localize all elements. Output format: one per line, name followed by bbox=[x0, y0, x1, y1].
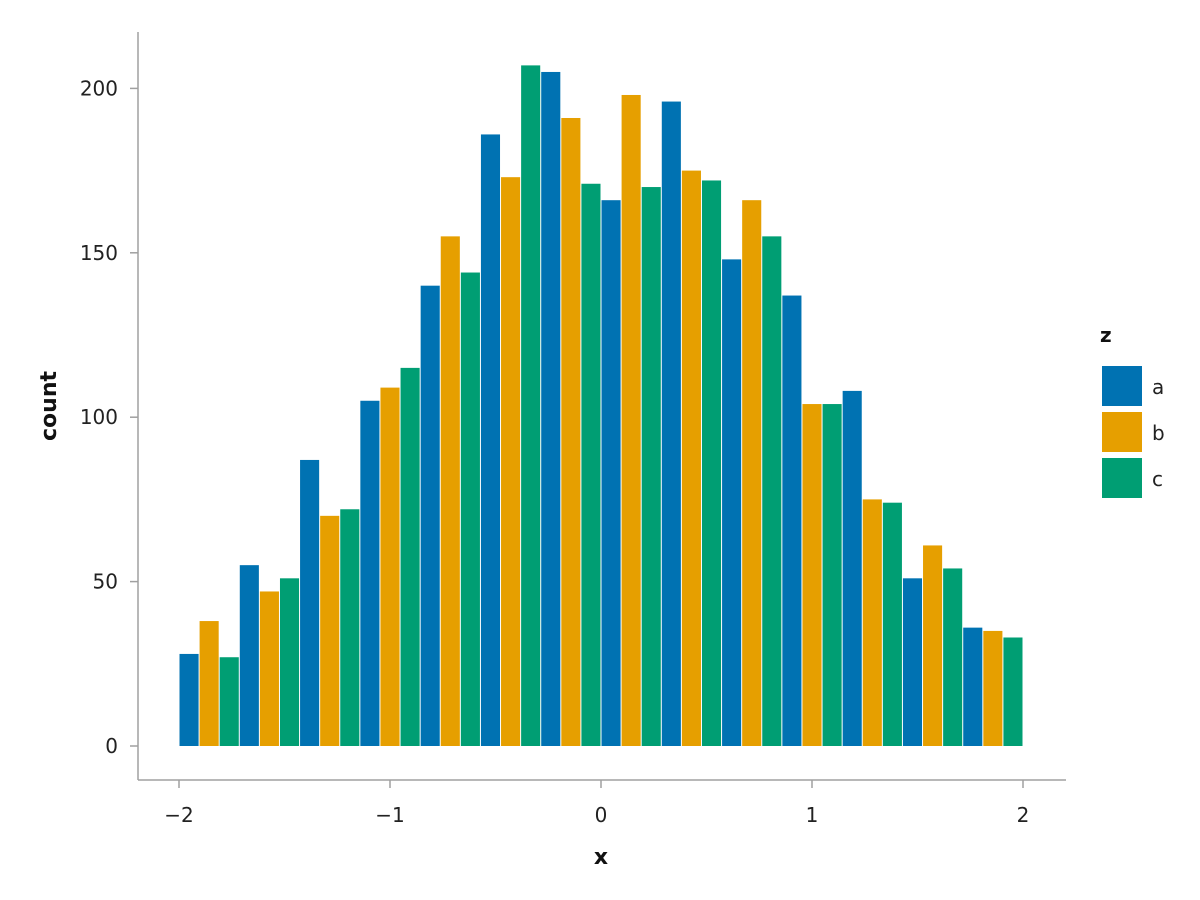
bar-c-2 bbox=[340, 509, 360, 746]
bar-c-9 bbox=[762, 236, 782, 747]
legend-label-c: c bbox=[1152, 467, 1163, 491]
bar-a-10 bbox=[782, 295, 802, 746]
bar-c-4 bbox=[460, 272, 480, 746]
bar-a-3 bbox=[360, 400, 380, 746]
bar-b-6 bbox=[561, 117, 581, 746]
x-tick-label: 1 bbox=[806, 803, 819, 827]
bar-a-11 bbox=[842, 390, 862, 746]
bar-a-8 bbox=[661, 101, 681, 746]
bar-c-7 bbox=[641, 187, 661, 747]
bar-a-5 bbox=[480, 134, 501, 746]
bar-b-13 bbox=[983, 630, 1003, 746]
bar-a-7 bbox=[601, 200, 621, 746]
bar-b-11 bbox=[862, 499, 882, 746]
bar-c-3 bbox=[400, 367, 420, 746]
bar-b-2 bbox=[320, 515, 340, 746]
legend-swatch-c bbox=[1102, 458, 1142, 498]
bar-b-3 bbox=[380, 387, 400, 746]
x-tick-label: 0 bbox=[595, 803, 608, 827]
bar-c-13 bbox=[1003, 637, 1023, 746]
x-tick-label: 2 bbox=[1017, 803, 1030, 827]
bar-c-6 bbox=[581, 183, 601, 746]
bar-c-10 bbox=[822, 404, 842, 746]
bar-b-5 bbox=[501, 177, 521, 746]
bar-a-6 bbox=[541, 71, 561, 746]
bar-c-8 bbox=[701, 180, 722, 747]
bar-a-12 bbox=[902, 578, 923, 746]
y-tick-label: 50 bbox=[93, 570, 118, 594]
legend-label-a: a bbox=[1152, 375, 1164, 399]
bar-b-4 bbox=[440, 236, 460, 747]
bar-b-10 bbox=[802, 404, 822, 746]
bar-a-0 bbox=[179, 653, 199, 746]
bar-a-13 bbox=[963, 627, 983, 746]
bar-c-0 bbox=[219, 657, 239, 746]
bars-group bbox=[179, 65, 1023, 747]
y-axis-title: count bbox=[37, 371, 62, 441]
x-tick-label: −2 bbox=[164, 803, 193, 827]
bar-b-8 bbox=[681, 170, 701, 747]
y-tick-label: 100 bbox=[80, 405, 118, 429]
legend-swatch-b bbox=[1102, 412, 1142, 452]
bar-a-1 bbox=[239, 565, 259, 746]
bar-b-12 bbox=[923, 545, 943, 746]
bar-b-1 bbox=[259, 591, 279, 746]
y-axis-ticks: 0 50 100 150 200 bbox=[80, 76, 138, 758]
y-tick-label: 150 bbox=[80, 241, 118, 265]
bar-b-7 bbox=[621, 94, 641, 746]
legend-swatch-a bbox=[1102, 366, 1142, 406]
bar-c-12 bbox=[943, 568, 963, 746]
bar-a-4 bbox=[420, 285, 440, 746]
x-tick-label: −1 bbox=[375, 803, 404, 827]
legend: z abc bbox=[1100, 323, 1165, 498]
legend-title: z bbox=[1100, 323, 1112, 347]
y-tick-label: 0 bbox=[105, 734, 118, 758]
legend-label-b: b bbox=[1152, 421, 1165, 445]
bar-b-0 bbox=[199, 621, 219, 746]
bar-a-9 bbox=[722, 259, 742, 746]
x-axis-title: x bbox=[594, 845, 608, 870]
x-axis-ticks: −2 −1 0 1 2 bbox=[164, 780, 1029, 827]
bar-c-1 bbox=[279, 578, 300, 746]
bar-b-9 bbox=[742, 200, 762, 746]
bar-c-11 bbox=[882, 502, 902, 746]
y-tick-label: 200 bbox=[80, 76, 118, 100]
bar-c-5 bbox=[521, 65, 541, 746]
bar-a-2 bbox=[300, 459, 320, 746]
